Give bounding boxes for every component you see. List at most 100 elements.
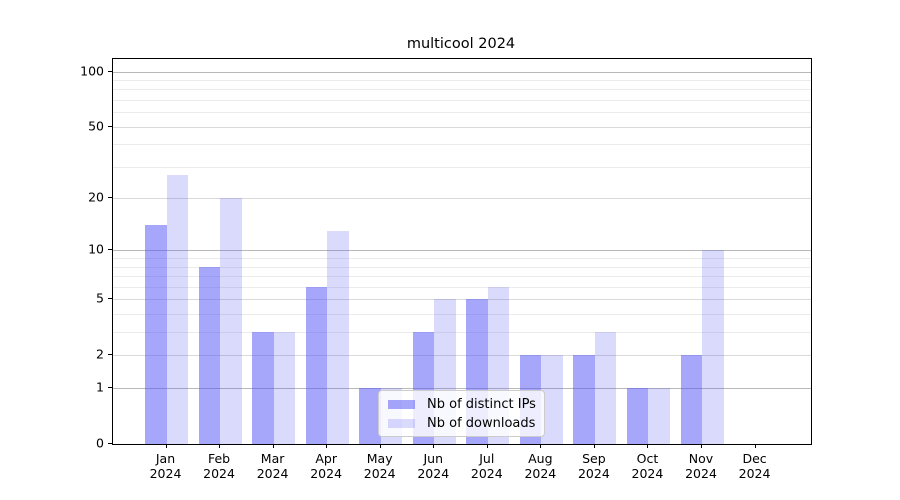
plot-area: [112, 58, 812, 445]
y-tick-mark: [108, 354, 112, 356]
x-tick-mark: [272, 444, 274, 448]
x-tick-mark: [165, 444, 167, 448]
bar-distinct-ips: [198, 266, 221, 444]
x-tick-month: Dec: [742, 451, 767, 466]
x-tick-month: Jul: [479, 451, 495, 466]
legend: Nb of distinct IPs Nb of downloads: [378, 390, 545, 437]
x-tick-month: Apr: [315, 451, 337, 466]
minor-gridline: [113, 314, 811, 316]
y-tick-label: 10: [88, 241, 104, 257]
y-tick-label: 50: [88, 118, 104, 134]
minor-gridline: [113, 99, 811, 101]
x-tick-label: Sep 2024: [564, 451, 624, 481]
y-tick-mark: [108, 249, 112, 251]
major-gridline: [113, 388, 811, 390]
bar-downloads: [702, 250, 724, 444]
bar-distinct-ips: [145, 225, 167, 444]
legend-item-distinct-ips: Nb of distinct IPs: [388, 396, 536, 412]
y-tick-mark: [108, 387, 112, 389]
x-tick-mark: [219, 444, 221, 448]
minor-gridline: [113, 79, 811, 81]
x-tick-year: 2024: [203, 466, 235, 481]
legend-swatch-distinct-ips: [388, 399, 415, 409]
minor-gridline: [113, 258, 811, 260]
y-tick-mark: [108, 70, 112, 72]
y-tick-label: 20: [88, 189, 104, 205]
x-tick-label: Nov 2024: [671, 451, 731, 481]
y-tick-label: 0: [96, 435, 104, 451]
x-tick-year: 2024: [417, 466, 450, 481]
y-tick-mark: [108, 443, 112, 444]
x-tick-year: 2024: [738, 466, 771, 481]
bar-downloads: [594, 332, 617, 444]
x-tick-year: 2024: [470, 466, 503, 481]
legend-swatch-downloads: [388, 418, 415, 428]
x-tick-year: 2024: [363, 466, 396, 481]
x-tick-mark: [433, 444, 435, 448]
bar-distinct-ips: [252, 332, 274, 444]
x-tick-mark: [647, 444, 649, 448]
bar-downloads: [648, 388, 670, 444]
minor-gridline: [113, 286, 811, 288]
x-tick-label: Jan 2024: [136, 451, 196, 481]
legend-label-distinct-ips: Nb of distinct IPs: [427, 396, 536, 412]
x-tick-year: 2024: [685, 466, 717, 481]
x-tick-month: Jun: [423, 451, 444, 466]
x-tick-label: Oct 2024: [617, 451, 677, 481]
x-tick-year: 2024: [256, 466, 289, 481]
bar-downloads: [220, 198, 242, 444]
minor-gridline: [113, 276, 811, 278]
x-tick-label: Aug 2024: [510, 451, 570, 481]
x-tick-mark: [540, 444, 542, 448]
x-tick-month: Mar: [260, 451, 285, 466]
y-tick-mark: [108, 125, 112, 127]
x-tick-year: 2024: [524, 466, 557, 481]
x-tick-label: May 2024: [350, 451, 410, 481]
minor-gridline: [113, 332, 811, 334]
x-tick-label: Feb 2024: [189, 451, 249, 481]
bar-distinct-ips: [305, 286, 328, 444]
chart-title: multicool 2024: [406, 36, 516, 52]
x-tick-label: Jul 2024: [457, 451, 517, 481]
x-tick-year: 2024: [149, 466, 182, 481]
x-tick-year: 2024: [310, 466, 343, 481]
major-gridline: [113, 198, 811, 200]
minor-gridline: [113, 112, 811, 114]
bar-downloads: [541, 355, 563, 444]
major-gridline: [113, 71, 811, 73]
bar-distinct-ips: [359, 388, 381, 444]
x-tick-mark: [486, 444, 488, 448]
bar-distinct-ips: [626, 388, 649, 444]
x-tick-mark: [326, 444, 328, 448]
minor-gridline: [113, 166, 811, 168]
minor-gridline: [113, 89, 811, 91]
bar-distinct-ips: [680, 355, 702, 444]
bar-distinct-ips: [573, 355, 595, 444]
major-gridline: [113, 126, 811, 128]
x-tick-year: 2024: [577, 466, 610, 481]
major-gridline: [113, 250, 811, 252]
major-gridline: [113, 355, 811, 357]
x-tick-month: Aug: [528, 451, 553, 466]
x-tick-year: 2024: [631, 466, 664, 481]
y-tick-label: 5: [96, 290, 104, 306]
x-tick-mark: [754, 444, 756, 448]
y-tick-label: 1: [96, 379, 104, 395]
x-tick-mark: [379, 444, 381, 448]
x-tick-label: Apr 2024: [296, 451, 356, 481]
x-tick-month: Nov: [688, 451, 714, 466]
bar-downloads: [327, 231, 349, 444]
x-tick-label: Mar 2024: [243, 451, 303, 481]
x-tick-month: May: [366, 451, 393, 466]
x-tick-month: Jan: [155, 451, 176, 466]
major-gridline: [113, 299, 811, 301]
y-tick-mark: [108, 197, 112, 199]
legend-item-downloads: Nb of downloads: [388, 416, 535, 431]
y-tick-label: 100: [80, 63, 104, 79]
y-tick-label: 2: [96, 346, 104, 362]
bar-downloads: [166, 175, 188, 444]
minor-gridline: [113, 266, 811, 268]
x-tick-month: Sep: [582, 451, 606, 466]
x-tick-month: Feb: [207, 451, 231, 466]
